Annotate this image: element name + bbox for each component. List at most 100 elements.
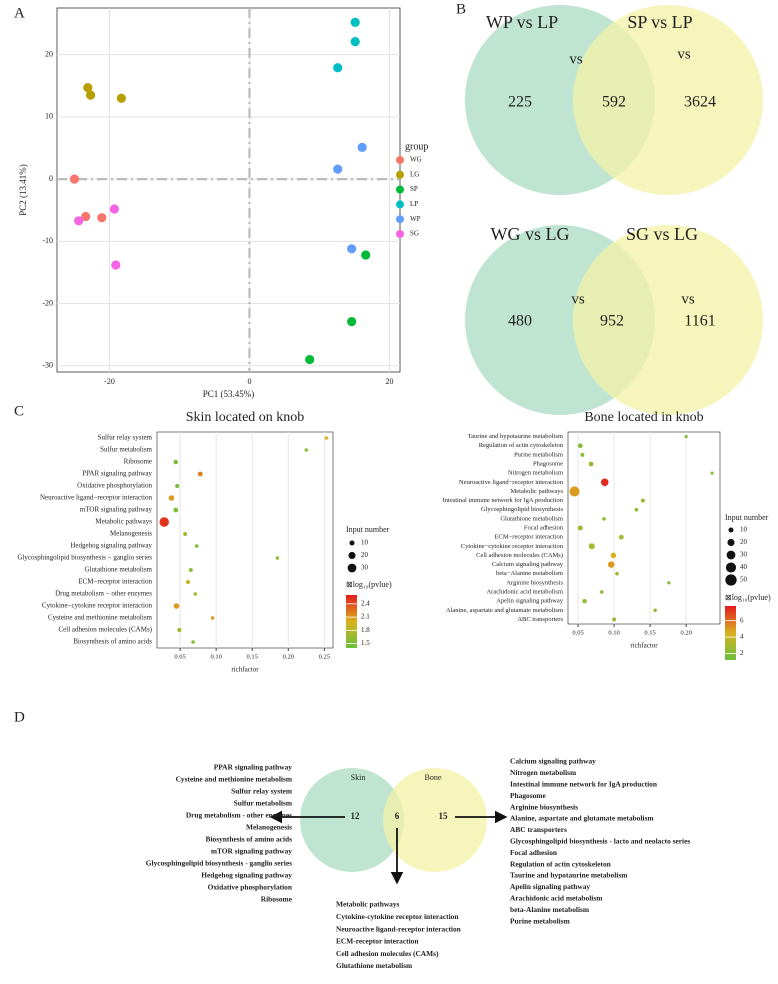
venn-circle — [383, 768, 487, 872]
set-name: WG vs LG — [491, 224, 570, 244]
x-tick-label: 0.15 — [644, 629, 655, 636]
point — [333, 164, 343, 174]
venn-count: 15 — [439, 811, 449, 821]
panel-label: D — [14, 709, 25, 725]
pathway-name: ECM-receptor interaction — [336, 937, 418, 946]
legend-swatch — [396, 156, 404, 164]
venn-count: 592 — [602, 94, 626, 111]
y-tick-label: 0 — [49, 174, 53, 183]
legend-label: LP — [410, 200, 418, 208]
dot — [173, 603, 180, 609]
venn-count: 225 — [508, 94, 532, 111]
category-label: Sulfur metabolism — [100, 446, 152, 454]
y-tick-label: 10 — [45, 112, 53, 121]
legend-swatch — [725, 574, 737, 586]
x-tick-label: 0.05 — [174, 653, 185, 660]
category-label: Cytokine−cytokine receptor interaction — [461, 543, 564, 550]
legend-label: 20 — [361, 551, 369, 559]
pathway-name: Neuroactive ligand-receptor interaction — [336, 924, 461, 933]
dot — [304, 448, 309, 452]
x-tick-label: 0.10 — [210, 653, 221, 660]
x-tick-label: 0.20 — [680, 629, 691, 636]
point — [109, 204, 119, 214]
legend-swatch — [348, 551, 356, 560]
category-label: Arginine biosynthesis — [506, 579, 563, 586]
category-label: Cysteine and methionine metabolism — [48, 614, 153, 622]
dot — [324, 436, 329, 440]
color-bar — [346, 595, 357, 648]
pathway-name: Focal adhesion — [510, 848, 557, 857]
venn-count: 1161 — [684, 313, 715, 330]
pathway-name: Glutathione metabolism — [336, 961, 413, 970]
annotation: vs — [677, 46, 691, 62]
category-label: Glutathione metabolism — [500, 515, 563, 522]
point — [361, 250, 371, 260]
panel-label: B — [456, 1, 466, 17]
legend-swatch — [396, 230, 404, 238]
pathway-name: Hedgehog signaling pathway — [201, 871, 292, 880]
y-tick-label: -30 — [42, 361, 53, 370]
point — [69, 174, 80, 184]
dot — [577, 525, 583, 531]
dot — [183, 532, 188, 536]
legend-swatch — [396, 170, 404, 179]
category-label: Glycosphingolipid biosynthesis — [481, 506, 564, 513]
category-label: Calcium signaling pathway — [492, 561, 564, 568]
pathway-name: Alanine, aspartate and glutamate metabol… — [510, 814, 654, 823]
category-label: beta−Alanine metabolism — [496, 570, 563, 577]
panel-label: C — [14, 403, 24, 419]
category-label: Drug metabolism − other enzymes — [55, 590, 152, 598]
pathway-name: Apelin signaling pathway — [510, 882, 590, 891]
category-label: Cell adhesion molecules (CAMs) — [58, 626, 152, 634]
category-label: mTOR signaling pathway — [80, 506, 153, 514]
point — [350, 37, 360, 47]
annotation: vs — [569, 51, 583, 67]
pathway-name: Regulation of actin cytoskeleton — [510, 859, 611, 868]
pathway-name: Cysteine and methionine metabolism — [176, 775, 293, 784]
category-label: Melanogenesis — [110, 530, 152, 538]
dot — [608, 561, 615, 568]
point — [83, 83, 93, 93]
pathway-name: ABC transporters — [510, 825, 567, 834]
pathway-name: PPAR signaling pathway — [214, 763, 293, 772]
pathway-name: Ribosome — [261, 895, 293, 904]
point — [74, 216, 84, 226]
dot — [600, 590, 604, 594]
x-tick-label: 20 — [386, 377, 394, 386]
dot — [612, 617, 617, 622]
point — [350, 17, 360, 27]
dot — [569, 486, 580, 497]
legend-swatch — [349, 540, 355, 546]
dot — [185, 579, 191, 585]
legend-label: SG — [410, 230, 419, 238]
legend-swatch — [725, 562, 737, 573]
pathway-name: Calcium signaling pathway — [510, 757, 596, 766]
color-bar — [725, 606, 736, 660]
pathway-name: Melanogenesis — [246, 823, 292, 832]
category-label: Biosynthesis of amino acids — [73, 638, 152, 646]
dot — [640, 498, 645, 503]
legend-label: 30 — [361, 564, 369, 572]
category-label: Arachidonic acid metabolism — [486, 588, 563, 595]
x-tick-label: 0.20 — [283, 653, 294, 660]
category-label: Alanine, aspartate and glutamate metabol… — [446, 607, 563, 614]
venn-count: 12 — [351, 811, 361, 821]
legend-label: 6 — [740, 616, 744, 624]
dot — [168, 495, 175, 501]
dot — [618, 534, 624, 540]
pathway-name: Biosynthesis of amino acids — [206, 835, 293, 844]
category-label: ECM−receptor interaction — [78, 578, 152, 586]
x-tick-label: -20 — [104, 377, 115, 386]
legend-label: 2.1 — [361, 613, 370, 621]
plot-background — [567, 431, 721, 625]
pathway-name: Sulfur relay system — [231, 787, 293, 796]
pathway-name: Glycosphingolipid biosynthesis - lacto a… — [510, 837, 690, 846]
y-tick-label: 20 — [45, 49, 53, 58]
y-tick-label: -20 — [42, 298, 53, 307]
legend-title: group — [405, 141, 428, 152]
legend-label: WG — [410, 156, 422, 164]
x-axis-title: PC1 (53.45%) — [203, 389, 255, 399]
point — [357, 142, 367, 152]
dot — [275, 556, 280, 560]
pathway-name: Drug metabolism - other enzymes — [186, 811, 292, 820]
